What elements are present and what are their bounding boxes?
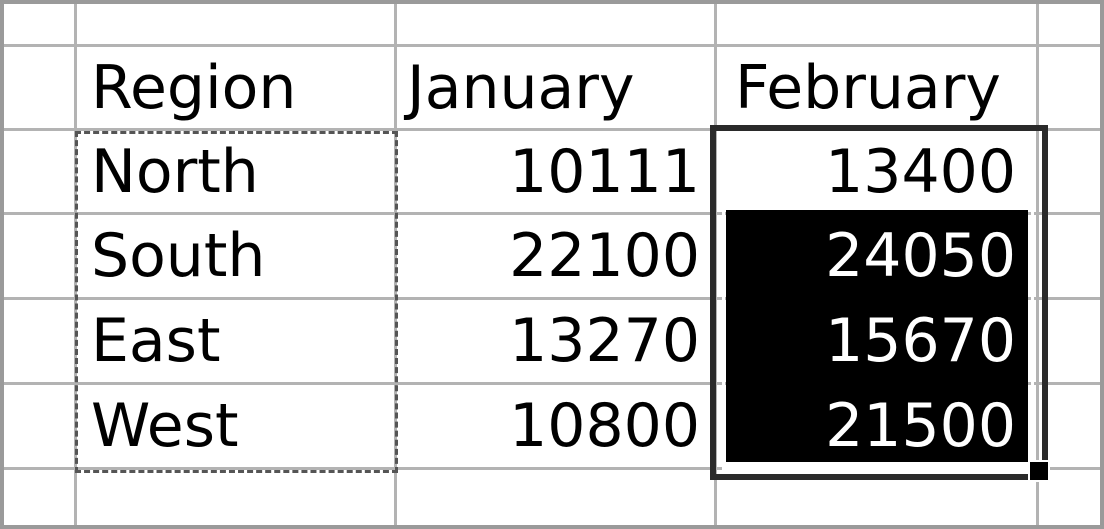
row-gridline [4,467,1100,470]
selected-cell-february[interactable]: 24050 [825,221,1016,291]
cell-january[interactable]: 22100 [509,221,700,291]
cell-january[interactable]: 10800 [509,391,700,461]
column-gridline [1036,4,1039,525]
row-gridline [4,212,1100,215]
cell-january[interactable]: 13270 [509,306,700,376]
selected-range-fill [726,210,1028,462]
cell-january[interactable]: 10111 [509,136,700,207]
header-cell-region[interactable]: Region [91,52,297,123]
active-cell-february[interactable]: 13400 [825,136,1016,207]
cell-region[interactable]: South [91,221,266,291]
row-gridline [4,297,1100,300]
row-gridline [4,44,1100,47]
row-gridline [4,382,1100,385]
header-cell-february[interactable]: February [735,52,1001,123]
selected-cell-february[interactable]: 15670 [825,306,1016,376]
fill-handle-icon[interactable] [1028,460,1050,482]
cell-region[interactable]: East [91,306,221,376]
cell-region[interactable]: West [91,391,239,461]
cell-region[interactable]: North [91,136,259,207]
selected-cell-february[interactable]: 21500 [825,391,1016,461]
header-cell-january[interactable]: January [407,52,635,123]
row-gridline [4,128,1100,131]
